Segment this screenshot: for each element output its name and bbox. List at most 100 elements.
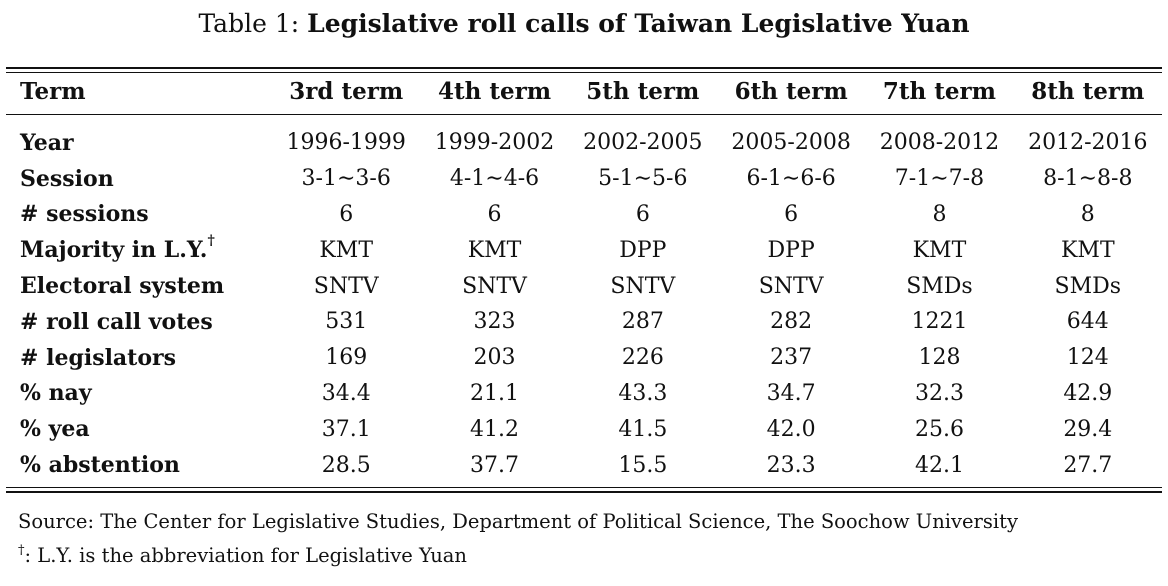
header-cell-5th: 5th term <box>586 77 700 105</box>
top-rule-outer <box>6 67 1162 69</box>
table-cell: 169 <box>325 345 368 371</box>
bottom-rule-inner <box>6 487 1162 488</box>
row-label: % yea <box>6 411 272 447</box>
table-cell: 531 <box>325 309 368 335</box>
row-label: Session <box>6 161 272 197</box>
table-cell: SMDs <box>1054 273 1122 299</box>
table-cell: 41.2 <box>470 416 519 442</box>
row-label-text: # roll call votes <box>20 308 213 335</box>
row-label: % abstention <box>6 447 272 483</box>
table-cell: 226 <box>621 345 664 371</box>
table-cell: 42.1 <box>914 452 964 478</box>
table-cell: 32.3 <box>914 380 964 406</box>
row-label: # legislators <box>6 340 272 376</box>
row-label-text: % yea <box>20 416 90 443</box>
table-row: Electoral system SNTV SNTV SNTV SNTV SMDs SMDs <box>6 268 1162 304</box>
row-label-text: # sessions <box>20 201 149 228</box>
table-cell: 203 <box>473 345 516 371</box>
table-header: Term 3rd term 4th term 5th term 6th term… <box>6 74 1162 108</box>
table-cell: 28.5 <box>321 452 371 478</box>
table-cell: 37.7 <box>470 452 519 478</box>
row-label-text: Year <box>20 129 74 156</box>
table-row: Session 3-1∼3-6 4-1∼4-6 5-1∼5-6 6-1∼6-6 7-1∼7… <box>6 161 1162 197</box>
table-cell: 6-1∼6-6 <box>746 166 836 192</box>
header-cell-4th: 4th term <box>437 77 552 105</box>
table-cell: 7-1∼7-8 <box>894 166 985 192</box>
table-row: Majority in L.Y.† KMT KMT DPP DPP KMT KMT <box>6 232 1162 268</box>
table-cell: 41.5 <box>618 416 668 442</box>
header-cell-6th: 6th term <box>734 77 848 105</box>
table-caption: Table 1: Legislative roll calls of Taiwa… <box>0 8 1168 40</box>
table-cell: 15.5 <box>618 452 668 478</box>
table-cell: 42.9 <box>1063 380 1113 406</box>
footnote-text: : L.Y. is the abbreviation for Legislati… <box>24 544 467 567</box>
bottom-rule-outer <box>6 491 1162 493</box>
header-row: Term 3rd term 4th term 5th term 6th term… <box>6 74 1162 108</box>
caption-label: Table 1: <box>198 9 300 38</box>
table-cell: 5-1∼5-6 <box>598 166 688 192</box>
row-label-text: Electoral system <box>20 273 225 300</box>
table-row: % nay 34.4 21.1 43.3 34.7 32.3 42.9 <box>6 376 1162 412</box>
table-cell: 6 <box>339 201 354 227</box>
row-label-text: % nay <box>20 380 92 407</box>
table-cell: DPP <box>619 237 667 263</box>
table-cell: 29.4 <box>1063 416 1113 442</box>
header-cell-3rd: 3rd term <box>289 77 404 105</box>
footnote-mark: † <box>18 543 25 558</box>
row-label: # sessions <box>6 197 272 233</box>
table-cell: 128 <box>918 345 961 371</box>
header-cell-7th: 7th term <box>882 77 996 105</box>
table-cell: KMT <box>1060 237 1115 263</box>
table-cell: 1999-2002 <box>434 130 555 156</box>
row-label: Year <box>6 125 272 161</box>
table-cell: 8-1∼8-8 <box>1043 166 1133 192</box>
table-cell: 6 <box>635 201 650 227</box>
table-cell: KMT <box>912 237 967 263</box>
table-cell: 3-1∼3-6 <box>301 166 391 192</box>
table-cell: 37.1 <box>321 416 371 442</box>
footnote: †: L.Y. is the abbreviation for Legislat… <box>18 543 467 569</box>
table-cell: 21.1 <box>470 380 519 406</box>
row-label-text: # legislators <box>20 344 176 371</box>
top-rule-inner <box>6 72 1162 73</box>
table-cell: 6 <box>784 201 799 227</box>
row-label-text: % abstention <box>20 452 180 479</box>
header-cell-term: Term <box>20 77 86 105</box>
table-cell: 644 <box>1066 309 1109 335</box>
table-cell: 2002-2005 <box>583 130 703 156</box>
table-cell: 34.7 <box>766 380 816 406</box>
row-label: Majority in L.Y.† <box>6 232 272 268</box>
source-note: Source: The Center for Legislative Studi… <box>18 510 1018 533</box>
table-row: # roll call votes 531 323 287 282 1221 644 <box>6 304 1162 340</box>
table-cell: 27.7 <box>1063 452 1113 478</box>
row-label: Electoral system <box>6 268 272 304</box>
row-label: % nay <box>6 376 272 412</box>
table-cell: 2008-2012 <box>879 130 1000 156</box>
table-body: Year 1996-1999 1999-2002 2002-2005 2005-2008… <box>6 125 1162 483</box>
table-cell: SMDs <box>906 273 973 299</box>
table-cell: 43.3 <box>618 380 668 406</box>
row-label-text: Session <box>20 165 114 192</box>
header-rule <box>6 114 1162 115</box>
table-cell: 1221 <box>911 309 968 335</box>
table-cell: 2012-2016 <box>1028 130 1148 156</box>
table-cell: 8 <box>1080 201 1095 227</box>
dagger-mark: † <box>207 233 215 250</box>
table-cell: 34.4 <box>321 380 371 406</box>
table-cell: DPP <box>767 237 815 263</box>
table-row: % yea 37.1 41.2 41.5 42.0 25.6 29.4 <box>6 411 1162 447</box>
table-cell: 323 <box>473 309 516 335</box>
header-cell-8th: 8th term <box>1031 77 1145 105</box>
table-cell: 25.6 <box>914 416 964 442</box>
table-cell: 4-1∼4-6 <box>449 166 540 192</box>
table-cell: SNTV <box>313 273 379 299</box>
row-label: # roll call votes <box>6 304 272 340</box>
table-cell: 282 <box>770 309 813 335</box>
table-cell: 1996-1999 <box>286 130 406 156</box>
table-cell: SNTV <box>758 273 824 299</box>
table-row: # legislators 169 203 226 237 128 124 <box>6 340 1162 376</box>
table-cell: 2005-2008 <box>731 130 851 156</box>
row-label-text: Majority in L.Y. <box>20 237 208 264</box>
table-row: # sessions 6 6 6 6 8 8 <box>6 197 1162 233</box>
table-cell: 287 <box>621 309 664 335</box>
